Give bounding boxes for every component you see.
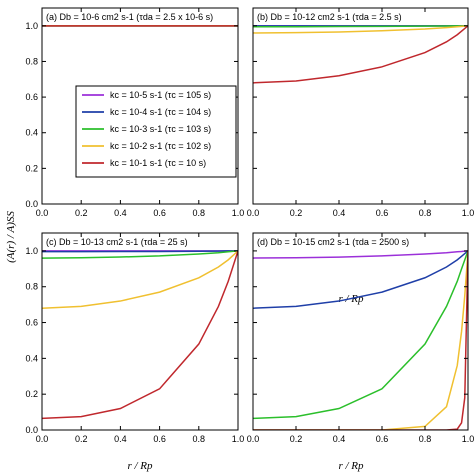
- panels: 0.0 0.2 0.4 0.6 0.8 1.00.00.20.40.60.81.0(a) …: [25, 7, 474, 444]
- panel-0-ytick-label-1: 0.2: [25, 163, 38, 173]
- panel-2-ytick-label-0: 0.0: [25, 425, 38, 435]
- panel-3-series-0: [253, 250, 468, 259]
- panel-3-series-3: [253, 250, 468, 430]
- legend: kc = 10-5 s-1 (τc = 105 s) kc = 10-4 s-1 …: [75, 85, 237, 178]
- panel-2-title: (c) Db = 10-13 cm2 s-1 (τda = 25 s): [46, 237, 188, 247]
- panel-3-series-4: [253, 250, 468, 430]
- x-axis-label-bottom-right: r / Rp: [338, 460, 364, 472]
- panel-0-xtick-label-0: 0.0: [36, 208, 49, 218]
- panel-2-xtick-label-3: 0.6: [153, 434, 166, 444]
- panel-3-xtick-label-1: 0.2: [290, 434, 303, 444]
- panel-2-xtick-label-0: 0.0: [36, 434, 49, 444]
- panel-0-ytick-label-5: 1.0: [25, 21, 38, 31]
- panel-2-xtick-label-4: 0.8: [193, 434, 206, 444]
- panel-3-frame: [252, 232, 469, 431]
- panel-1-series-4: [253, 25, 468, 84]
- panel-1-series-2: [253, 25, 468, 28]
- legend-entry-1: kc = 10-4 s-1 (τc = 104 s): [110, 107, 211, 117]
- panel-0-ytick-label-3: 0.6: [25, 92, 38, 102]
- panel-1: 0.0 0.2 0.4 0.6 0.8 1.0 (b) Db = 10-12 cm2 s-1…: [247, 7, 474, 218]
- panel-1-xtick-label-4: 0.8: [419, 208, 432, 218]
- legend-entry-0: kc = 10-5 s-1 (τc = 105 s): [110, 90, 211, 100]
- panel-3-xtick-label-4: 0.8: [419, 434, 432, 444]
- panel-2-ytick-label-5: 1.0: [25, 246, 38, 256]
- panel-0-ytick-label-4: 0.8: [25, 56, 38, 66]
- y-axis-label-text: (A(r) / A)SS: [5, 211, 17, 263]
- panel-0-xtick-label-4: 0.8: [193, 208, 206, 218]
- panel-2-ytick-label-1: 0.2: [25, 389, 38, 399]
- panel-3-xtick-label-3: 0.6: [376, 434, 389, 444]
- x-axis-label-bottom-left: r / Rp: [127, 460, 153, 472]
- panel-3: 0.0 0.2 0.4 0.6 0.8 1.0 (d) Db = 10-15 cm2 s-1…: [247, 232, 474, 444]
- panel-2-ytick-label-4: 0.8: [25, 282, 38, 292]
- legend-entry-3: kc = 10-2 s-1 (τc = 102 s): [110, 141, 211, 151]
- panel-3-series-1: [253, 250, 468, 309]
- panel-0-ytick-label-2: 0.4: [25, 128, 38, 138]
- panel-2: 0.0 0.2 0.4 0.6 0.8 1.0 0.0 0.2 0.4 0.6 0.8 1.0 (c) …: [25, 232, 245, 444]
- panel-0-title: (a) Db = 10-6 cm2 s-1 (τda = 2.5 x 10-6 …: [46, 12, 213, 22]
- panel-2-series-4: [42, 250, 238, 420]
- panel-1-frame: [252, 7, 469, 205]
- panel-0-xtick-label-3: 0.6: [153, 208, 166, 218]
- panel-2-xtick-label-2: 0.4: [114, 434, 127, 444]
- panel-2-frame: [41, 232, 239, 431]
- panel-3-xtick-label-2: 0.4: [333, 434, 346, 444]
- panel-1-xtick-label-0: 0.0: [247, 208, 260, 218]
- legend-entry-4: kc = 10-1 s-1 (τc = 10 s): [110, 158, 206, 168]
- panel-1-xtick-label-3: 0.6: [376, 208, 389, 218]
- panel-1-xtick-label-2: 0.4: [333, 208, 346, 218]
- panel-2-series-2: [42, 250, 238, 259]
- panel-2-xtick-label-5: 1.0: [232, 434, 245, 444]
- panel-1-title: (b) Db = 10-12 cm2 s-1 (τda = 2.5 s): [257, 12, 402, 22]
- panel-2-ytick-label-3: 0.6: [25, 318, 38, 328]
- panel-2-ytick-label-2: 0.4: [25, 353, 38, 363]
- panel-2-xtick-label-1: 0.2: [75, 434, 88, 444]
- panel-0-xtick-label-5: 1.0: [232, 208, 245, 218]
- panel-3-xtick-label-0: 0.0: [247, 434, 260, 444]
- panel-3-title: (d) Db = 10-15 cm2 s-1 (τda = 2500 s): [257, 237, 409, 247]
- legend-entry-2: kc = 10-3 s-1 (τc = 103 s): [110, 124, 211, 134]
- panel-2-series-3: [42, 250, 238, 309]
- panel-0-frame: [41, 7, 239, 205]
- panel-2-series-1: [42, 250, 238, 253]
- panel-0-xtick-label-2: 0.4: [114, 208, 127, 218]
- panel-0-xtick-label-1: 0.2: [75, 208, 88, 218]
- panel-1-xtick-label-1: 0.2: [290, 208, 303, 218]
- panel-1-xtick-label-5: 1.0: [462, 208, 474, 218]
- legend-box: [75, 85, 237, 178]
- panel-0: 0.0 0.2 0.4 0.6 0.8 1.0 0.0 0.2 0.4 0.6 0.8 1.0 (a) …: [25, 7, 245, 218]
- y-axis-label: (A(r) / A)SS: [5, 211, 17, 263]
- panel-3-series-2: [253, 250, 468, 420]
- panel-0-ytick-label-0: 0.0: [25, 199, 38, 209]
- panel-1-series-3: [253, 25, 468, 34]
- panel-3-xtick-label-5: 1.0: [462, 434, 474, 444]
